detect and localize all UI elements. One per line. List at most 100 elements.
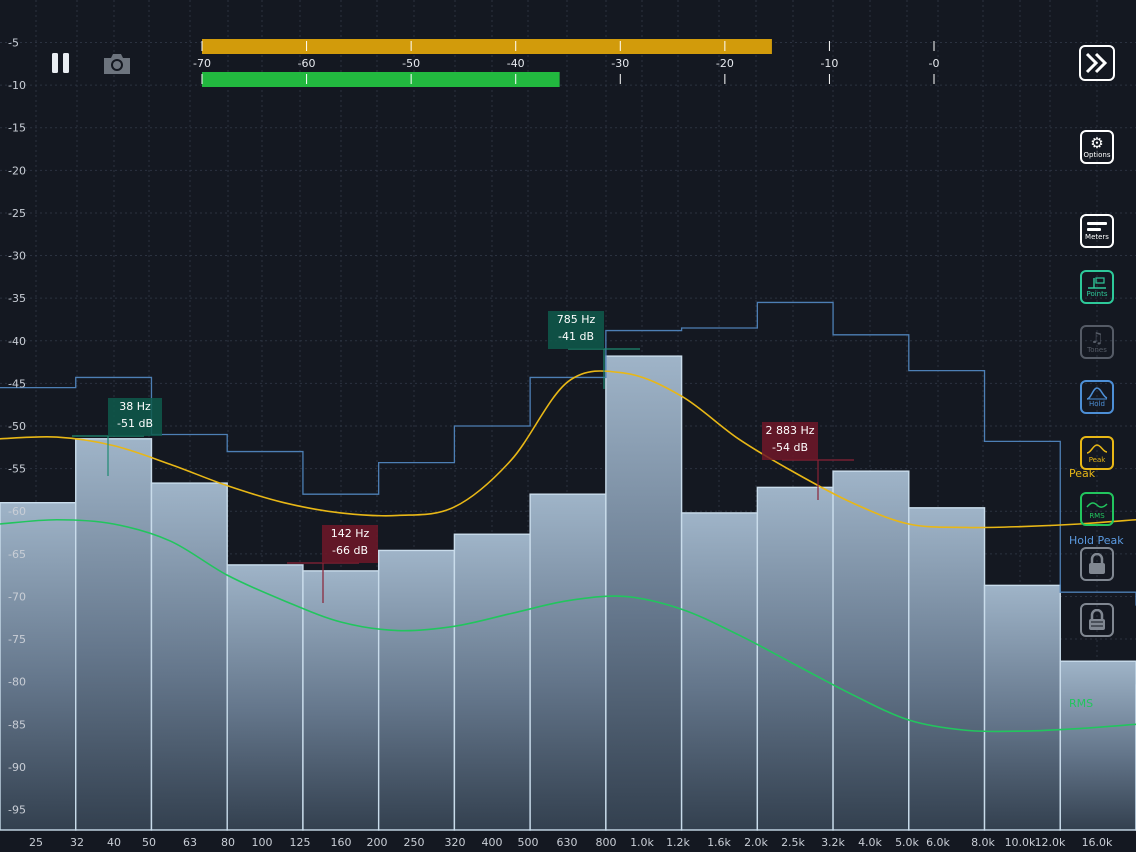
- x-tick-label: 250: [404, 836, 425, 849]
- meter-tick-label: -10: [820, 57, 838, 70]
- marker-db: -41 dB: [558, 330, 594, 343]
- rms-curve: [0, 518, 1136, 733]
- marker-38hz[interactable]: 38 Hz -51 dB: [108, 398, 162, 436]
- music-note-icon: ♫: [1090, 329, 1104, 347]
- options-label: Options: [1083, 151, 1111, 159]
- points-icon: [1088, 277, 1106, 289]
- bar-16.0k: [1059, 660, 1136, 831]
- options-button[interactable]: ⚙ Options: [1080, 130, 1114, 164]
- fast-forward-button[interactable]: [1079, 45, 1115, 81]
- x-tick-label: 32: [70, 836, 84, 849]
- marker-hz: 785 Hz: [556, 313, 596, 326]
- y-tick-label: -95: [8, 804, 26, 817]
- marker-2883hz[interactable]: 2 883 Hz -54 dB: [762, 422, 818, 460]
- x-tick-label: 320: [445, 836, 466, 849]
- x-tick-label: 3.2k: [821, 836, 845, 849]
- marker-db: -66 dB: [332, 544, 368, 557]
- bar-63: [150, 482, 228, 831]
- bars: [0, 355, 1136, 831]
- x-tick-label: 125: [290, 836, 311, 849]
- meter-tick-label: -20: [716, 57, 734, 70]
- x-tick-label: 1.2k: [666, 836, 690, 849]
- y-tick-label: -50: [8, 420, 26, 433]
- level-meter: -70 -60 -50 -40 -30 -20 -10 -0: [193, 39, 939, 87]
- marker-hz: 142 Hz: [330, 527, 370, 540]
- tones-label: Tones: [1087, 346, 1107, 354]
- y-tick-label: -80: [8, 676, 26, 689]
- peak-curve-icon: [1086, 444, 1108, 454]
- bar-400: [453, 533, 531, 831]
- bar-4.0k: [832, 470, 910, 831]
- marker-142hz[interactable]: 142 Hz -66 dB: [322, 525, 378, 563]
- hold-button[interactable]: Hold: [1080, 380, 1114, 414]
- hold-peak-line: [0, 301, 1136, 606]
- bar-10.0k: [983, 584, 1061, 831]
- rms-curve-icon: [1086, 502, 1108, 508]
- meter-tick-label: -0: [929, 57, 940, 70]
- pause-icon: [52, 53, 69, 73]
- x-tick-label: 500: [518, 836, 539, 849]
- meters-label: Meters: [1085, 233, 1109, 241]
- bar-40: [75, 438, 153, 831]
- meters-icon: [1087, 222, 1107, 231]
- legend-rms: RMS: [1069, 697, 1094, 710]
- x-tick-label: 50: [142, 836, 156, 849]
- bar-6.0k: [908, 507, 986, 831]
- x-tick-label: 400: [482, 836, 503, 849]
- camera-button[interactable]: [101, 50, 133, 78]
- meters-button[interactable]: Meters: [1080, 214, 1114, 248]
- y-tick-label: -90: [8, 761, 26, 774]
- y-tick-label: -65: [8, 548, 26, 561]
- x-tick-label: 8.0k: [971, 836, 995, 849]
- meter-tick-label: -70: [193, 57, 211, 70]
- peak-button[interactable]: Peak: [1080, 436, 1114, 470]
- tones-button[interactable]: ♫ Tones: [1080, 325, 1114, 359]
- x-tick-label: 16.0k: [1082, 836, 1113, 849]
- y-tick-label: -85: [8, 718, 26, 731]
- meter-tick-label: -40: [507, 57, 525, 70]
- y-tick-label: -60: [8, 505, 26, 518]
- y-axis: -5 -10 -15 -20 -25 -30 -35 -40 -45 -50 -55 -60 -65 -7…: [8, 37, 26, 817]
- marker-hz: 2 883 Hz: [765, 424, 815, 437]
- x-tick-label: 63: [183, 836, 197, 849]
- bar-250: [377, 549, 456, 831]
- pause-button[interactable]: [48, 50, 74, 76]
- y-tick-label: -15: [8, 122, 26, 135]
- y-tick-label: -45: [8, 377, 26, 390]
- y-tick-label: -40: [8, 335, 26, 348]
- y-tick-label: -75: [8, 633, 26, 646]
- y-tick-label: -35: [8, 292, 26, 305]
- x-tick-label: 25: [29, 836, 43, 849]
- hold-curve-icon: [1086, 387, 1108, 400]
- x-tick-label: 100: [252, 836, 273, 849]
- meter-tick-label: -50: [402, 57, 420, 70]
- legend-peak: Peak: [1069, 467, 1096, 480]
- x-tick-label: 1.0k: [630, 836, 654, 849]
- x-axis: 25 32 40 50 63 80 100 125 160 200 250 320 400 500 630 8…: [29, 836, 1113, 849]
- y-tick-label: -70: [8, 590, 26, 603]
- hold-label: Hold: [1089, 400, 1105, 408]
- peak-level-bar: [202, 39, 772, 54]
- rms-label: RMS: [1089, 512, 1105, 520]
- points-label: Points: [1086, 290, 1108, 298]
- fast-forward-icon: [1085, 52, 1108, 74]
- marker-785hz[interactable]: 785 Hz -41 dB: [548, 311, 604, 349]
- x-tick-label: 80: [221, 836, 235, 849]
- unlock-button[interactable]: [1080, 603, 1114, 637]
- bar-2.5k: [756, 486, 834, 831]
- camera-icon: [104, 54, 130, 74]
- points-button[interactable]: Points: [1080, 270, 1114, 304]
- marker-db: -51 dB: [117, 417, 153, 430]
- x-tick-label: 160: [331, 836, 352, 849]
- x-tick-label: 6.0k: [926, 836, 950, 849]
- meter-tick-label: -60: [298, 57, 316, 70]
- x-tick-label: 2.5k: [781, 836, 805, 849]
- y-tick-label: -25: [8, 207, 26, 220]
- rms-level-bar: [202, 72, 560, 87]
- lock-button[interactable]: [1080, 547, 1114, 581]
- rms-button[interactable]: RMS: [1080, 492, 1114, 526]
- bar-160: [302, 570, 380, 831]
- legend-hold-peak: Hold Peak: [1069, 534, 1124, 547]
- gear-icon: ⚙: [1090, 134, 1104, 152]
